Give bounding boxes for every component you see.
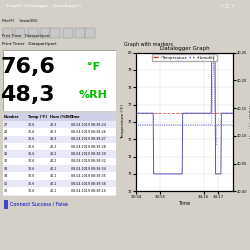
FancyBboxPatch shape	[2, 28, 12, 38]
FancyBboxPatch shape	[28, 28, 38, 38]
Text: Connect Success / False: Connect Success / False	[10, 202, 68, 207]
Text: 33: 33	[4, 167, 8, 171]
FancyBboxPatch shape	[3, 165, 116, 172]
Text: Hum (%RH): Hum (%RH)	[50, 115, 73, 119]
Text: 76.6: 76.6	[28, 130, 35, 134]
Text: 28: 28	[4, 130, 8, 134]
Text: 76.6: 76.6	[28, 160, 35, 164]
Legend: Temperature, Humidity: Temperature, Humidity	[152, 54, 217, 61]
FancyBboxPatch shape	[3, 180, 116, 187]
Text: 08.04.2019 08:38:14: 08.04.2019 08:38:14	[71, 189, 106, 193]
Text: 40.1: 40.1	[50, 189, 58, 193]
Text: 08.04.2019 08:38:32: 08.04.2019 08:38:32	[71, 160, 106, 164]
Title: Datalogger Graph: Datalogger Graph	[160, 46, 209, 51]
Text: 08.04.2019 08:38:28: 08.04.2019 08:38:28	[71, 145, 106, 149]
Text: 08.04.2019 08:38:34: 08.04.2019 08:38:34	[71, 167, 106, 171]
Text: 40.3: 40.3	[50, 137, 58, 141]
Text: 40.3: 40.3	[50, 130, 58, 134]
Text: 40.1: 40.1	[50, 182, 58, 186]
Text: 76.6: 76.6	[28, 167, 35, 171]
Text: 76.6: 76.6	[28, 145, 35, 149]
Text: 31: 31	[4, 152, 8, 156]
Text: ─  □  ✕: ─ □ ✕	[220, 4, 235, 8]
Text: 35: 35	[4, 182, 8, 186]
FancyBboxPatch shape	[4, 200, 8, 208]
Text: °F: °F	[87, 62, 100, 72]
FancyBboxPatch shape	[3, 113, 116, 196]
Text: Print Timer   Dataport/port: Print Timer Dataport/port	[2, 34, 50, 38]
Text: 29: 29	[4, 137, 8, 141]
FancyBboxPatch shape	[3, 136, 116, 143]
FancyBboxPatch shape	[85, 28, 95, 38]
FancyBboxPatch shape	[3, 128, 116, 136]
FancyBboxPatch shape	[3, 172, 116, 180]
Text: 76.6: 76.6	[28, 122, 35, 126]
FancyBboxPatch shape	[50, 28, 60, 38]
Text: File(F)    Install(S): File(F) Install(S)	[2, 19, 38, 23]
Text: Temp (°F): Temp (°F)	[28, 115, 47, 119]
Text: 76.6: 76.6	[28, 189, 35, 193]
Text: 08.04.2019 08:38:24: 08.04.2019 08:38:24	[71, 122, 106, 126]
FancyBboxPatch shape	[15, 28, 25, 38]
FancyBboxPatch shape	[3, 143, 116, 150]
Y-axis label: Temperature (°F): Temperature (°F)	[121, 104, 125, 140]
Text: 36: 36	[4, 189, 8, 193]
Text: 40.1: 40.1	[50, 167, 58, 171]
Text: 76.6: 76.6	[28, 182, 35, 186]
FancyBboxPatch shape	[62, 28, 72, 38]
Text: 08.04.2019 08:38:27: 08.04.2019 08:38:27	[71, 137, 106, 141]
Text: Number: Number	[4, 115, 19, 119]
FancyBboxPatch shape	[40, 28, 50, 38]
Text: 34: 34	[4, 174, 8, 178]
X-axis label: Time: Time	[178, 201, 190, 206]
Text: 32: 32	[4, 160, 8, 164]
Text: 40.2: 40.2	[50, 160, 58, 164]
Text: 08.04.2019 08:38:35: 08.04.2019 08:38:35	[71, 174, 106, 178]
Text: Time: Time	[71, 115, 80, 119]
Text: 76,6: 76,6	[0, 56, 55, 76]
Text: 40.3: 40.3	[50, 122, 58, 126]
Text: Graph with markers: Graph with markers	[124, 42, 173, 47]
Text: Print Timer   Dataport/port: Print Timer Dataport/port	[2, 42, 57, 46]
Text: 48,3: 48,3	[0, 85, 55, 105]
FancyBboxPatch shape	[3, 121, 116, 128]
Text: 08.04.2019 08:38:36: 08.04.2019 08:38:36	[71, 182, 106, 186]
FancyBboxPatch shape	[75, 28, 85, 38]
FancyBboxPatch shape	[3, 158, 116, 165]
Text: 30: 30	[4, 145, 8, 149]
FancyBboxPatch shape	[3, 113, 116, 121]
Text: %RH: %RH	[79, 90, 108, 100]
FancyBboxPatch shape	[3, 50, 116, 111]
FancyBboxPatch shape	[3, 150, 116, 158]
Text: 40.2: 40.2	[50, 145, 58, 149]
Text: 08.04.2019 08:38:30: 08.04.2019 08:38:30	[71, 152, 106, 156]
Text: 76.6: 76.6	[28, 137, 35, 141]
Text: 08.04.2019 08:38:26: 08.04.2019 08:38:26	[71, 130, 106, 134]
Text: 40.2: 40.2	[50, 152, 58, 156]
Text: 27: 27	[4, 122, 8, 126]
Text: 76.6: 76.6	[28, 174, 35, 178]
FancyBboxPatch shape	[3, 187, 116, 194]
Text: TempRH Datalogger - [Datalogger]: TempRH Datalogger - [Datalogger]	[5, 4, 80, 8]
Text: 40.1: 40.1	[50, 174, 58, 178]
Text: 76.6: 76.6	[28, 152, 35, 156]
